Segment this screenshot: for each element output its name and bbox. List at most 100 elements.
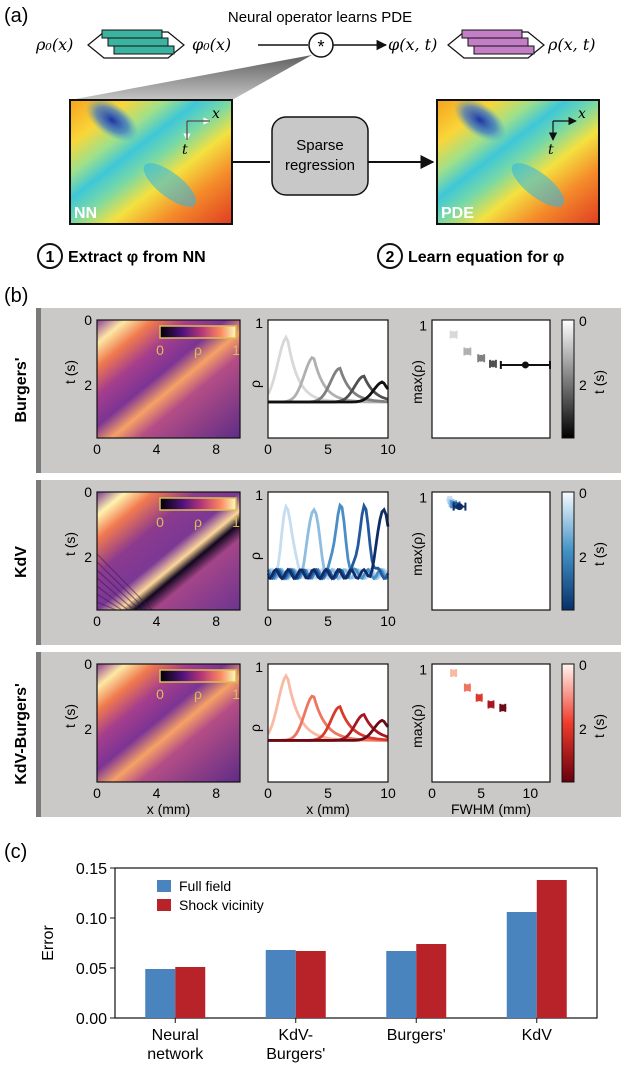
- zoom-cone: [70, 55, 312, 100]
- inset-colorbar-min: 0: [156, 342, 164, 358]
- profile-ylabel: ρ: [247, 380, 263, 388]
- row-accent-bar: [36, 308, 41, 473]
- panel-c-label: (c): [4, 841, 27, 863]
- max-ylabel: max(ρ): [409, 360, 425, 404]
- step2-text: Learn equation for φ: [408, 249, 564, 266]
- profile-series-line: [268, 380, 390, 404]
- inset-colorbar-label: ρ: [194, 686, 202, 702]
- profile-xtick: 5: [324, 441, 332, 457]
- max-ylabel: max(ρ): [409, 704, 425, 748]
- max-xtick: 0: [428, 785, 436, 801]
- panel-a: (a) Neural operator learns PDE ρ₀(x) φ₀(…: [4, 5, 600, 269]
- heatmap-ytick: 2: [84, 377, 92, 393]
- max-xtick: 10: [523, 785, 539, 801]
- heatmap-ylabel: t (s): [62, 360, 78, 384]
- heatmap-xtick: 4: [153, 613, 161, 629]
- max-xtick: 5: [477, 785, 485, 801]
- inset-colorbar: [159, 669, 237, 683]
- ytick-label: 0.10: [76, 911, 107, 928]
- bar: [536, 880, 567, 1018]
- category-label: Neural: [152, 1027, 199, 1044]
- heatmap-xtick: 0: [93, 785, 101, 801]
- rho-xt-label: ρ(x, t): [547, 35, 596, 54]
- step1-text: Extract φ from NN: [68, 249, 206, 266]
- max-plot-frame: [431, 491, 551, 611]
- profile-xtick: 10: [380, 613, 396, 629]
- nn-heatmap: x t NN: [69, 98, 233, 225]
- profile-ylabel: ρ: [247, 724, 263, 732]
- heatmap-ylabel: t (s): [62, 704, 78, 728]
- ytick-label: 0.05: [76, 961, 107, 978]
- legend-swatch: [157, 880, 171, 892]
- profile-frame: [267, 663, 389, 783]
- heatmap-xlabel: x (mm): [147, 801, 191, 817]
- max-ytick: 1: [419, 662, 427, 678]
- panel-a-label: (a): [4, 5, 28, 27]
- kdv-ripple: [96, 561, 147, 611]
- max-plot-frame: [431, 319, 551, 439]
- time-colorbar-tick: 2: [579, 377, 587, 393]
- nn-axis-x: x: [212, 106, 220, 122]
- encoder-network-icon: [87, 29, 185, 59]
- profile-ytick: 1: [255, 659, 263, 675]
- bar: [265, 950, 296, 1018]
- row-title: Burgers': [13, 357, 30, 422]
- max-plot-frame: [431, 663, 551, 783]
- heatmap-xtick: 4: [153, 441, 161, 457]
- ytick-label: 0.00: [76, 1011, 107, 1028]
- profile-xtick: 0: [264, 613, 272, 629]
- row-title: KdV: [13, 546, 30, 578]
- inset-colorbar-max: 1: [232, 342, 240, 358]
- panel-c-bar-chart: (c) 0.00 0.05 0.10 0.15 Error Neural network KdV…: [4, 841, 598, 1063]
- data-point: [521, 361, 529, 369]
- profile-xtick: 10: [380, 441, 396, 457]
- inset-colorbar: [159, 325, 237, 339]
- step1-circle: [37, 243, 63, 269]
- max-ytick: 1: [419, 318, 427, 334]
- step2-circle: [377, 243, 403, 269]
- kdv-ripple: [96, 553, 153, 611]
- category-label: KdV-: [278, 1027, 313, 1044]
- inset-colorbar-label: ρ: [194, 514, 202, 530]
- y-axis-label: Error: [40, 925, 57, 961]
- time-colorbar-tick: 0: [579, 485, 587, 501]
- regression-line2: regression: [285, 157, 355, 174]
- heatmap-ylabel: t (s): [62, 532, 78, 556]
- heatmap-xtick: 8: [212, 613, 220, 629]
- kdv-ripple: [96, 593, 123, 611]
- panel-b-label: (b): [4, 285, 28, 307]
- time-colorbar-label: t (s): [591, 370, 607, 394]
- time-colorbar: [561, 319, 575, 439]
- profile-ytick: 1: [255, 315, 263, 331]
- profile-frame: [267, 319, 389, 439]
- legend-label: Shock vicinity: [179, 897, 264, 913]
- nn-axis-t: t: [182, 142, 188, 158]
- max-ylabel: max(ρ): [409, 532, 425, 576]
- heatmap-ytick: 2: [84, 721, 92, 737]
- inset-colorbar: [159, 497, 237, 511]
- profile-xtick: 10: [380, 785, 396, 801]
- heatmap-xtick: 8: [212, 785, 220, 801]
- data-point: [499, 704, 507, 712]
- profile-xtick: 5: [324, 613, 332, 629]
- category-label: network: [147, 1046, 204, 1063]
- regression-line1: Sparse: [296, 137, 344, 154]
- row-accent-bar: [36, 480, 41, 645]
- data-point: [487, 700, 495, 708]
- data-point: [450, 331, 458, 339]
- profile-ylabel: ρ: [247, 552, 263, 560]
- category-label: KdV: [522, 1027, 553, 1044]
- time-colorbar-label: t (s): [591, 542, 607, 566]
- time-colorbar-label: t (s): [591, 714, 607, 738]
- heatmap-frame: [96, 319, 241, 439]
- time-colorbar-tick: 0: [579, 313, 587, 329]
- data-point: [489, 360, 497, 368]
- kdv-ripple: [96, 569, 141, 611]
- time-colorbar: [561, 663, 575, 783]
- data-point: [450, 669, 458, 677]
- legend-swatch: [157, 899, 171, 911]
- operator-header: Neural operator learns PDE: [228, 9, 412, 26]
- bar: [145, 969, 176, 1018]
- decoder-network-icon: [447, 29, 545, 59]
